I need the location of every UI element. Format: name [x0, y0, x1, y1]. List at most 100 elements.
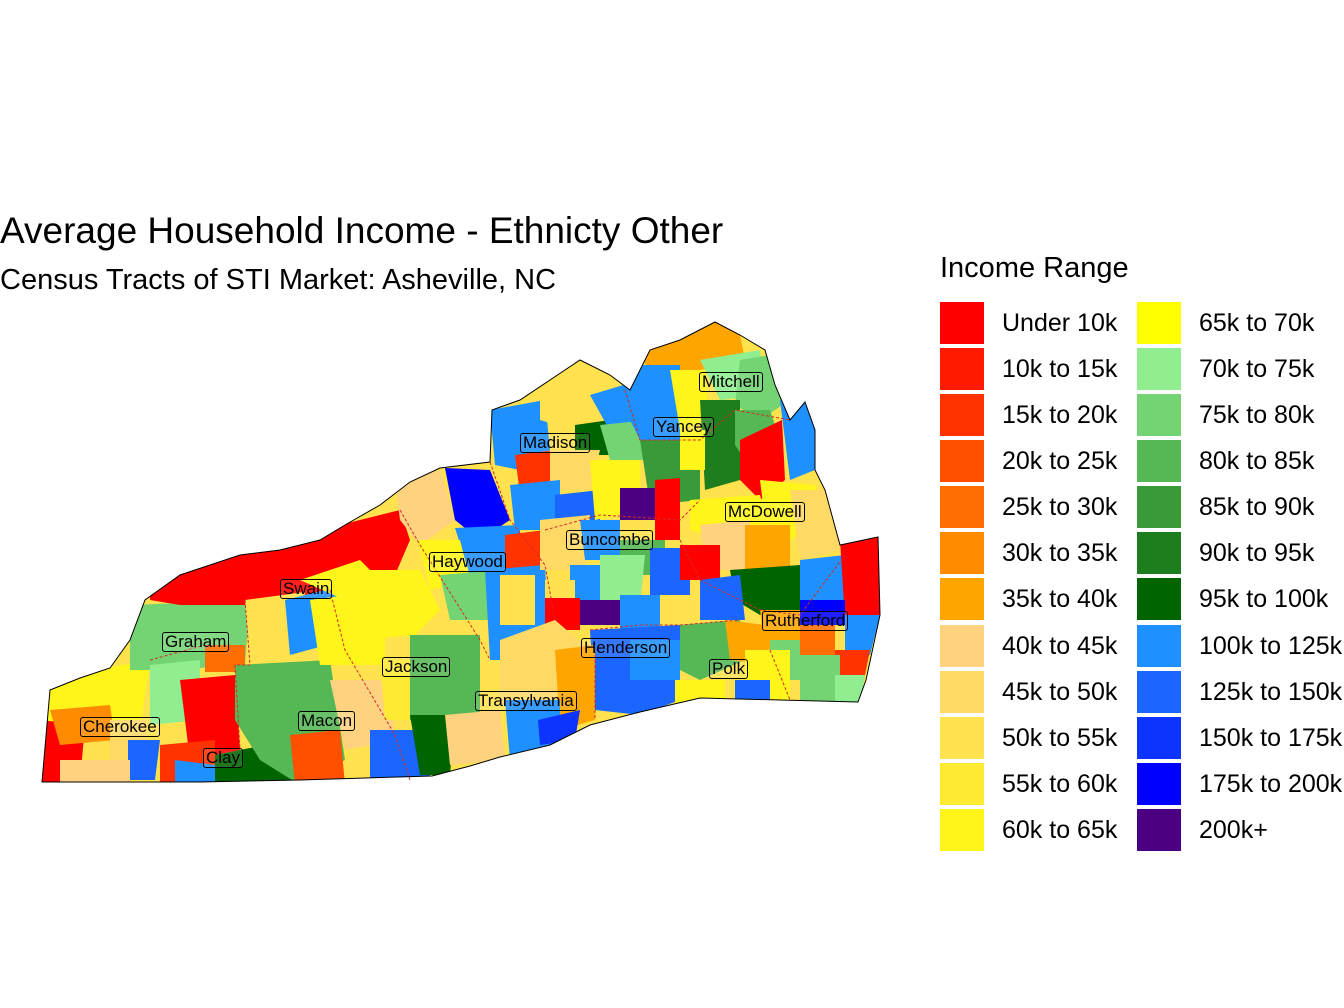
legend-label: 70k to 75k: [1199, 354, 1315, 383]
legend-label: 80k to 85k: [1199, 446, 1315, 475]
legend-swatch: [940, 532, 984, 574]
county-label-henderson: Henderson: [581, 638, 671, 658]
tract: [700, 575, 745, 620]
county-label-yancey: Yancey: [653, 417, 715, 437]
tract: [620, 595, 660, 630]
tract: [445, 710, 505, 765]
tract: [555, 645, 595, 730]
tract: [835, 675, 865, 705]
tract: [845, 615, 880, 655]
legend-label: Under 10k: [1002, 308, 1118, 337]
legend-label: 85k to 90k: [1199, 492, 1315, 521]
tract: [800, 625, 835, 660]
legend-item: 75k to 80k: [1137, 393, 1314, 437]
tract: [800, 655, 840, 705]
legend-item: 100k to 125k: [1137, 624, 1342, 668]
legend-swatch: [940, 394, 984, 436]
legend-swatch: [1137, 532, 1181, 574]
county-label-polk: Polk: [709, 659, 749, 679]
legend-label: 95k to 100k: [1199, 584, 1329, 613]
tract: [550, 450, 600, 490]
legend-label: 10k to 15k: [1002, 354, 1118, 383]
legend-item: 50k to 55k: [940, 716, 1117, 760]
legend-item: 55k to 60k: [940, 762, 1117, 806]
map-title: Average Household Income - Ethnicty Othe…: [0, 210, 724, 251]
legend-swatch: [1137, 302, 1181, 344]
county-label-jackson: Jackson: [382, 657, 451, 677]
legend-label: 75k to 80k: [1199, 400, 1315, 429]
tract: [735, 680, 770, 705]
tract: [60, 760, 130, 782]
county-label-clay: Clay: [203, 748, 244, 768]
county-label-haywood: Haywood: [429, 552, 506, 572]
legend-swatch: [940, 440, 984, 482]
legend-swatch: [940, 302, 984, 344]
tract: [540, 515, 590, 570]
legend-item: 40k to 45k: [940, 624, 1117, 668]
county-line: [329, 589, 411, 781]
legend-item: Under 10k: [940, 301, 1117, 345]
legend-item: 15k to 20k: [940, 393, 1117, 437]
county-label-graham: Graham: [162, 632, 230, 652]
tract: [50, 705, 115, 745]
legend-item: 175k to 200k: [1137, 762, 1342, 806]
legend-swatch: [1137, 671, 1181, 713]
tract: [350, 570, 440, 640]
county-label-rutherford: Rutherford: [762, 611, 849, 631]
legend-label: 20k to 25k: [1002, 446, 1118, 475]
legend-label: 55k to 60k: [1002, 769, 1118, 798]
legend-label: 175k to 200k: [1199, 769, 1343, 798]
legend-label: 60k to 65k: [1002, 815, 1118, 844]
legend-label: 40k to 45k: [1002, 631, 1118, 660]
legend-item: 25k to 30k: [940, 485, 1117, 529]
legend-item: 95k to 100k: [1137, 577, 1328, 621]
legend-swatch: [940, 671, 984, 713]
legend-item: 10k to 15k: [940, 347, 1117, 391]
legend-swatch: [1137, 440, 1181, 482]
tract: [670, 370, 710, 430]
legend-item: 85k to 90k: [1137, 485, 1314, 529]
region-outline: [41, 321, 881, 783]
tract: [700, 400, 740, 490]
legend-label: 30k to 35k: [1002, 538, 1118, 567]
legend-swatch: [940, 625, 984, 667]
tract: [680, 545, 720, 580]
legend-swatch: [940, 348, 984, 390]
tract: [730, 565, 810, 615]
county-label-buncombe: Buncombe: [566, 530, 654, 550]
legend-label: 150k to 175k: [1199, 723, 1343, 752]
county-label-madison: Madison: [520, 433, 591, 453]
legend-swatch: [1137, 625, 1181, 667]
legend-swatch: [940, 578, 984, 620]
county-label-transylvania: Transylvania: [475, 691, 577, 711]
legend-label: 45k to 50k: [1002, 677, 1118, 706]
legend-item: 70k to 75k: [1137, 347, 1314, 391]
county-label-macon: Macon: [298, 711, 356, 731]
tract: [570, 565, 600, 600]
tract: [395, 470, 455, 545]
tract: [790, 490, 840, 560]
tract: [540, 365, 605, 430]
legend-item: 30k to 35k: [940, 531, 1117, 575]
county-label-mitchell: Mitchell: [699, 372, 763, 392]
legend-swatch: [940, 809, 984, 851]
county-line: [679, 539, 846, 616]
tract: [290, 730, 345, 782]
tract: [740, 420, 785, 500]
legend-label: 65k to 70k: [1199, 308, 1315, 337]
tract: [505, 700, 560, 760]
tract: [180, 675, 240, 760]
legend-swatch: [1137, 763, 1181, 805]
county-line: [399, 509, 491, 661]
legend-swatch: [1137, 717, 1181, 759]
legend-label: 25k to 30k: [1002, 492, 1118, 521]
tract: [445, 468, 510, 540]
legend-swatch: [1137, 394, 1181, 436]
legend-swatch: [1137, 348, 1181, 390]
county-line: [149, 644, 206, 661]
legend-label: 100k to 125k: [1199, 631, 1343, 660]
county-line: [624, 389, 791, 441]
legend-swatch: [940, 717, 984, 759]
legend-item: 20k to 25k: [940, 439, 1117, 483]
